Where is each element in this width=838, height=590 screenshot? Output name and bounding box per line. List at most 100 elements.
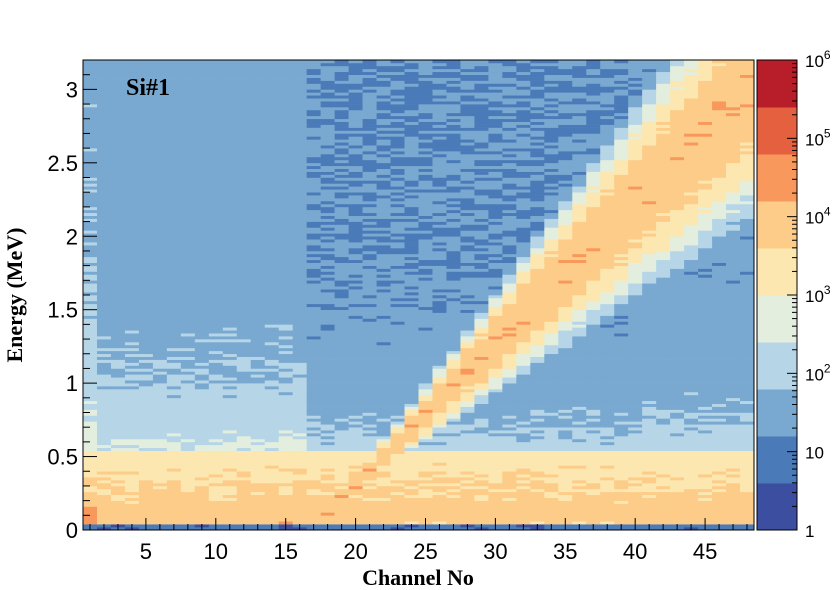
heatmap-cell <box>460 477 475 481</box>
heatmap-cell <box>180 500 196 504</box>
heatmap-cell <box>446 115 461 120</box>
heatmap-cell <box>446 233 461 237</box>
heatmap-cell <box>474 286 489 290</box>
heatmap-cell <box>418 156 433 161</box>
heatmap-cell <box>418 198 433 202</box>
heatmap-cell <box>278 112 293 117</box>
heatmap-cell <box>432 148 447 152</box>
heatmap-cell <box>110 515 126 519</box>
heatmap-cell <box>306 494 321 498</box>
heatmap-cell <box>222 483 238 487</box>
heatmap-cell <box>264 165 280 169</box>
heatmap-cell <box>138 151 154 155</box>
heatmap-cell <box>278 427 293 431</box>
heatmap-cell <box>180 295 196 299</box>
heatmap-cell <box>446 221 461 225</box>
heatmap-cell <box>222 521 238 525</box>
heatmap-cell <box>348 430 363 434</box>
heatmap-cell <box>432 324 447 328</box>
heatmap-cell <box>488 297 503 302</box>
heatmap-cell <box>460 60 475 64</box>
heatmap-cell <box>488 71 503 75</box>
heatmap-cell <box>292 362 307 366</box>
heatmap-cell <box>306 230 321 234</box>
heatmap-cell <box>306 444 321 449</box>
heatmap-cell <box>208 312 224 316</box>
heatmap-cell <box>250 239 266 243</box>
heatmap-cell <box>166 162 182 167</box>
heatmap-cell <box>110 192 126 196</box>
heatmap-cell <box>334 491 349 496</box>
heatmap-cell <box>292 350 307 355</box>
heatmap-cell <box>180 403 196 407</box>
heatmap-cell <box>264 112 280 117</box>
heatmap-cell <box>264 189 280 193</box>
heatmap-cell <box>152 418 168 422</box>
heatmap-cell <box>236 462 252 466</box>
heatmap-cell <box>460 236 475 240</box>
heatmap-cell <box>138 165 154 169</box>
heatmap-cell <box>124 68 140 73</box>
heatmap-cell <box>418 283 433 287</box>
heatmap-cell <box>460 421 475 425</box>
heatmap-cell <box>362 368 377 372</box>
heatmap-cell <box>446 480 461 484</box>
heatmap-cell <box>96 491 112 496</box>
heatmap-cell <box>208 136 224 140</box>
heatmap-cell <box>264 230 280 234</box>
heatmap-cell <box>446 415 461 419</box>
heatmap-cell <box>264 491 280 496</box>
heatmap-cell <box>502 201 517 205</box>
heatmap-cell <box>502 456 517 460</box>
heatmap-cell <box>488 509 503 513</box>
heatmap-cell <box>334 462 349 466</box>
heatmap-cell <box>110 92 126 96</box>
heatmap-cell <box>404 330 419 334</box>
heatmap-cell <box>166 262 182 266</box>
heatmap-cell <box>404 350 419 355</box>
heatmap-cell <box>404 485 419 490</box>
heatmap-cell <box>320 124 335 128</box>
heatmap-cell <box>96 333 112 337</box>
heatmap-cell <box>180 283 196 287</box>
heatmap-cell <box>208 365 224 369</box>
heatmap-cell <box>320 139 335 143</box>
heatmap-cell <box>194 315 210 319</box>
heatmap-cell <box>390 89 405 93</box>
heatmap-cell <box>348 109 363 114</box>
heatmap-cell <box>404 203 419 208</box>
heatmap-cell <box>460 233 475 237</box>
heatmap-cell <box>446 136 461 140</box>
heatmap-cell <box>376 253 391 258</box>
heatmap-cell <box>250 274 266 278</box>
heatmap-cell <box>83 312 98 316</box>
heatmap-cell <box>152 274 168 278</box>
heatmap-cell <box>208 145 224 149</box>
heatmap-cell <box>502 309 517 313</box>
heatmap-cell <box>96 186 112 190</box>
heatmap-cell <box>194 277 210 281</box>
heatmap-cell <box>306 312 321 316</box>
heatmap-cell <box>390 427 405 431</box>
heatmap-cell <box>152 309 168 313</box>
heatmap-cell <box>292 74 307 78</box>
heatmap-cell <box>306 447 321 451</box>
heatmap-cell <box>362 139 377 143</box>
heatmap-cell <box>278 92 293 96</box>
heatmap-cell <box>460 503 475 507</box>
heatmap-cell <box>250 151 266 155</box>
heatmap-cell <box>194 77 210 81</box>
heatmap-cell <box>124 427 140 431</box>
heatmap-cell <box>390 453 405 457</box>
heatmap-cell <box>404 430 419 434</box>
heatmap-cell <box>83 400 98 404</box>
heatmap-cell <box>208 371 224 375</box>
heatmap-cell <box>222 218 238 222</box>
heatmap-cell <box>404 183 419 187</box>
heatmap-cell <box>460 177 475 181</box>
heatmap-cell <box>390 488 405 493</box>
heatmap-cell <box>83 389 98 393</box>
heatmap-cell <box>334 421 349 425</box>
heatmap-cell <box>138 177 154 181</box>
heatmap-cell <box>418 494 433 498</box>
